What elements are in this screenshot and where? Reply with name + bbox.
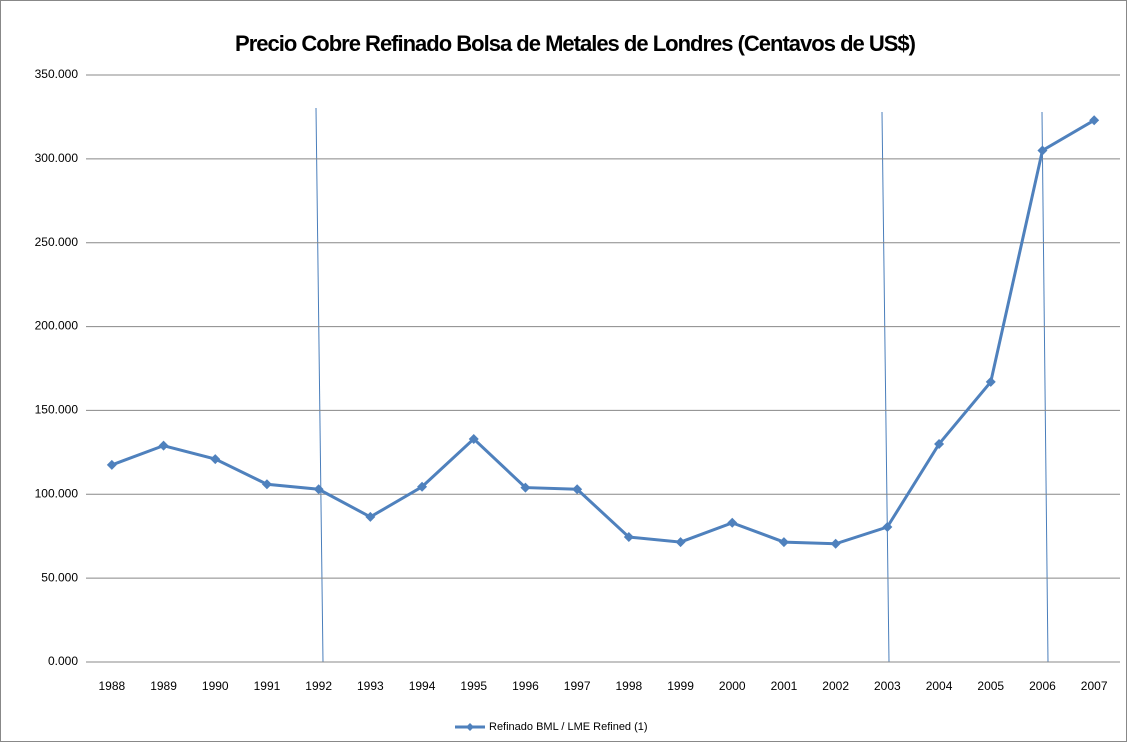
annotation-line — [315, 107, 324, 663]
y-tick-label: 100.000 — [35, 486, 79, 500]
x-tick-label: 2007 — [1081, 679, 1108, 693]
x-tick-label: 2005 — [977, 679, 1004, 693]
x-tick-label: 1999 — [667, 679, 694, 693]
x-tick-label: 1995 — [460, 679, 487, 693]
x-tick-label: 1998 — [615, 679, 642, 693]
legend-marker — [466, 723, 474, 731]
x-tick-label: 1994 — [409, 679, 436, 693]
point — [520, 482, 531, 493]
x-tick-label: 1993 — [357, 679, 384, 693]
x-tick-label: 2002 — [822, 679, 849, 693]
point — [882, 521, 893, 532]
y-tick-label: 150.000 — [35, 403, 79, 417]
point — [623, 532, 634, 543]
x-tick-label: 2000 — [719, 679, 746, 693]
x-tick-label: 1989 — [150, 679, 177, 693]
point — [261, 479, 272, 490]
x-tick-label: 1996 — [512, 679, 539, 693]
y-tick-label: 200.000 — [35, 319, 79, 333]
series-line — [111, 118, 1095, 546]
x-tick-label: 1988 — [98, 679, 125, 693]
x-tick-label: 1992 — [305, 679, 332, 693]
point — [778, 537, 789, 548]
x-tick-label: 2006 — [1029, 679, 1056, 693]
annotation-line — [1041, 111, 1049, 663]
x-tick-label: 2004 — [926, 679, 953, 693]
point — [985, 376, 996, 387]
point — [934, 438, 945, 449]
point — [468, 433, 479, 444]
point — [830, 538, 841, 549]
y-tick-label: 0.000 — [48, 654, 78, 668]
point — [158, 440, 169, 451]
y-tick-label: 350.000 — [35, 67, 79, 81]
point — [417, 481, 428, 492]
x-tick-label: 1990 — [202, 679, 229, 693]
point — [1089, 115, 1100, 126]
point — [1037, 145, 1048, 156]
y-tick-label: 300.000 — [35, 151, 79, 165]
y-tick-label: 250.000 — [35, 235, 79, 249]
point — [106, 459, 117, 470]
point — [365, 511, 376, 522]
point — [572, 484, 583, 495]
point — [210, 454, 221, 465]
point — [675, 537, 686, 548]
x-tick-label: 2001 — [771, 679, 798, 693]
x-tick-label: 2003 — [874, 679, 901, 693]
point — [727, 517, 738, 528]
annotation-line — [881, 111, 890, 663]
point — [313, 484, 324, 495]
x-tick-label: 1991 — [254, 679, 281, 693]
legend-label: Refinado BML / LME Refined (1) — [489, 721, 648, 733]
y-tick-label: 50.000 — [41, 570, 78, 584]
chart-title: Precio Cobre Refinado Bolsa de Metales d… — [235, 31, 916, 56]
x-tick-label: 1997 — [564, 679, 591, 693]
